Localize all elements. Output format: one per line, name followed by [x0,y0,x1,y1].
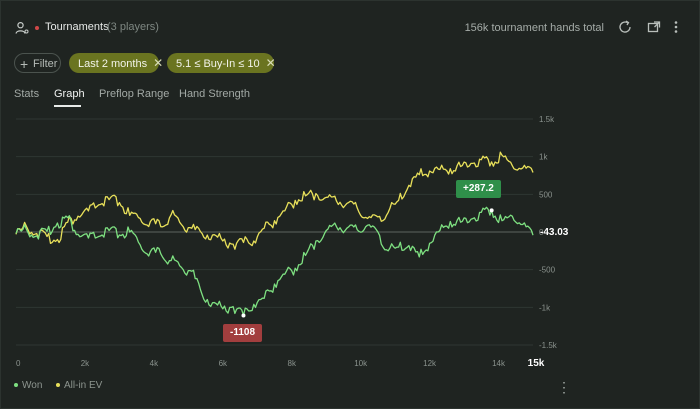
x-tick-label: 15k [528,358,545,369]
legend-dot-won [14,383,18,388]
last-value-label: -43.03 [540,227,569,238]
series-lines [15,151,534,318]
x-tick-label: 14k [492,359,506,368]
y-axis-labels: 1.5k 1k 500 0 -500 -1k -1.5k [539,115,558,350]
legend-label: All-in EV [64,380,103,391]
status-dot [35,26,39,30]
chart-svg: 1.5k 1k 500 0 -500 -1k -1.5k 0 2k 4k 6k 8k 10k 12k 14… [15,115,558,369]
x-axis-labels: 0 2k 4k 6k 8k 10k 12k 14k 15k [16,358,545,369]
y-tick-label: 1.5k [539,115,555,124]
tab-graph[interactable]: Graph [54,88,85,100]
x-tick-label: 6k [219,359,228,368]
x-tick-label: 12k [423,359,437,368]
x-tick-label: 4k [150,359,159,368]
min-point [241,313,246,318]
filter-chip-buyin[interactable]: 5.1 ≤ Buy-In ≤ 10 ✕ [167,53,276,73]
y-tick-label: -500 [539,266,556,275]
y-tick-label: 0 [539,228,544,237]
grid-lines [16,118,533,346]
legend-dot-ev [56,383,60,388]
plus-icon: + [20,56,29,72]
series-line-all-in-ev [15,151,534,250]
active-tab-indicator [54,105,81,107]
graph-chart[interactable]: 1.5k 1k 500 0 -500 -1k -1.5k 0 2k 4k 6k 8k 10k 12k 14… [0,110,560,375]
filter-chip-label: Last 2 months [78,58,148,70]
series-line-won [15,206,534,317]
user-settings-icon[interactable] [15,21,29,35]
y-tick-label: 500 [539,190,553,199]
more-vertical-icon[interactable] [668,19,684,35]
y-tick-label: -1k [539,303,551,312]
close-icon[interactable]: ✕ [153,56,164,70]
page-title[interactable]: Tournaments [45,21,109,33]
add-filter-button[interactable]: + Filter [14,53,61,73]
x-tick-label: 2k [81,359,90,368]
x-tick-label: 8k [288,359,297,368]
legend-item-ev[interactable]: All-in EV [56,380,102,391]
refresh-icon[interactable] [617,19,633,35]
x-tick-label: 0 [16,359,21,368]
hands-total: 156k tournament hands total [464,22,604,34]
filter-chip-date[interactable]: Last 2 months ✕ [69,53,163,73]
x-tick-label: 10k [354,359,368,368]
tab-hand-strength[interactable]: Hand Strength [179,88,250,100]
open-external-icon[interactable] [646,19,662,35]
y-tick-label: 1k [539,153,548,162]
add-filter-label: Filter [33,58,58,70]
tab-bar: Stats Graph Preflop Range Hand Strength [0,88,700,110]
close-icon[interactable]: ✕ [265,56,276,70]
chart-options-icon[interactable]: ⋮ [557,379,571,395]
legend-item-won[interactable]: Won [14,380,42,391]
tab-preflop-range[interactable]: Preflop Range [99,88,170,100]
max-value-badge: +287.2 [456,180,501,198]
panel-header: Tournaments (3 players) 156k tournament … [0,0,700,52]
players-count: (3 players) [107,21,159,33]
min-value-badge: -1108 [223,324,263,342]
filter-chip-label: 5.1 ≤ Buy-In ≤ 10 [176,58,260,70]
max-point [489,208,494,213]
y-tick-label: -1.5k [539,341,558,350]
legend-label: Won [22,380,43,391]
tab-stats[interactable]: Stats [14,88,40,100]
